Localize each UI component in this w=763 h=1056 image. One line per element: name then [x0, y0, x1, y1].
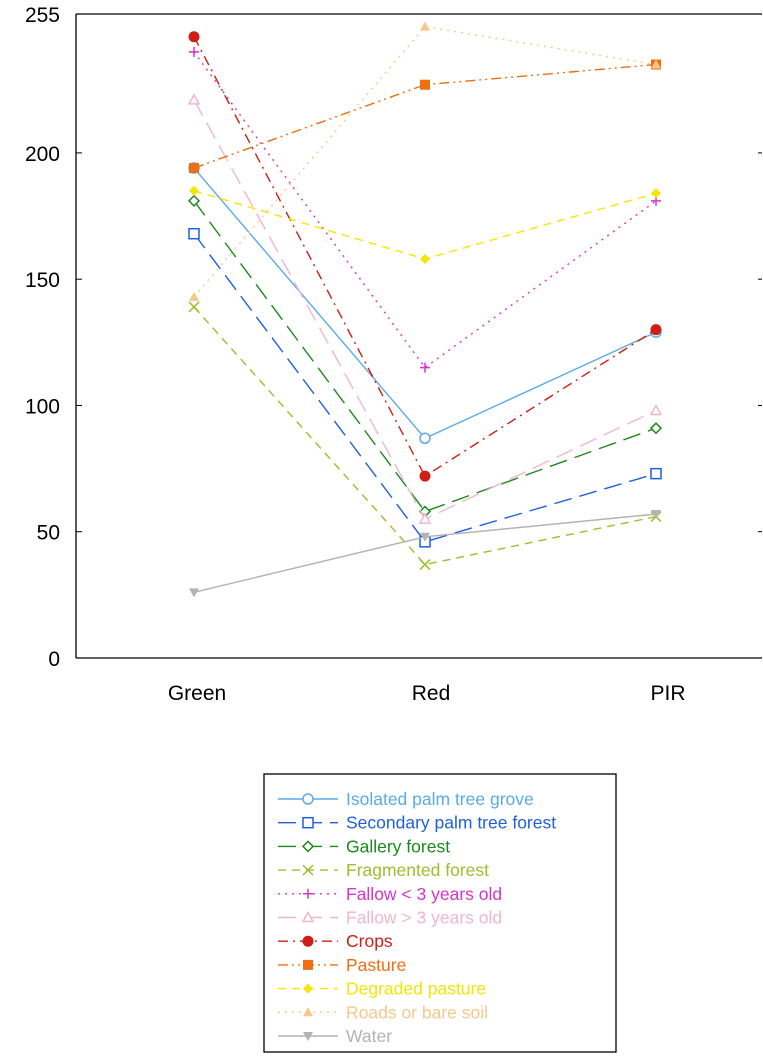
- data-point: [651, 510, 661, 520]
- legend-entry-10: Roads or bare soil: [278, 1002, 488, 1022]
- legend-entry-4: Fragmented forest: [278, 860, 489, 880]
- series-line: [193, 200, 657, 513]
- series-line: [193, 99, 657, 521]
- legend-swatch-marker: [303, 1007, 313, 1017]
- y-tick-label: 100: [25, 395, 60, 418]
- legend-label: Roads or bare soil: [346, 1002, 488, 1022]
- legend-box: [263, 773, 617, 1053]
- data-point: [649, 422, 663, 435]
- series-line: [193, 513, 657, 594]
- legend: Isolated palm tree grove Secondary palm t…: [263, 773, 617, 1053]
- series-line: [193, 167, 657, 440]
- data-point: [420, 362, 430, 373]
- legend-entry-8: Pasture: [278, 955, 406, 975]
- legend-label: Gallery forest: [346, 836, 450, 856]
- data-point: [187, 194, 201, 207]
- data-point: [419, 432, 431, 445]
- series-8: [189, 59, 661, 174]
- series-10: [189, 21, 661, 301]
- series-1: [188, 162, 662, 445]
- y-tick-label: 150: [25, 269, 60, 292]
- legend-swatch-marker: [303, 959, 313, 970]
- data-point: [419, 470, 431, 482]
- data-point: [187, 93, 201, 105]
- data-point: [420, 532, 430, 542]
- legend-label: Crops: [346, 931, 393, 951]
- series-9: [189, 185, 661, 264]
- data-point: [419, 559, 431, 571]
- legend-swatch-marker: [303, 888, 313, 899]
- legend-swatch-marker: [302, 793, 314, 805]
- data-point: [189, 291, 199, 301]
- series-line: [193, 51, 657, 369]
- legend-swatch-marker: [302, 935, 314, 947]
- series-2: [188, 227, 662, 548]
- legend-swatch-marker: [303, 1032, 313, 1041]
- data-point: [189, 588, 199, 598]
- series-5: [189, 46, 661, 373]
- legend-label: Degraded pasture: [346, 979, 486, 999]
- y-tick-label: 200: [25, 143, 60, 166]
- data-point: [651, 188, 661, 199]
- legend-swatch-marker: [302, 816, 314, 829]
- plot-area: 0 50 100 150 200 255 Green Red PIR: [25, 4, 762, 705]
- legend-label: Fragmented forest: [346, 860, 489, 880]
- legend-label: Fallow > 3 years old: [346, 908, 502, 928]
- legend-label: Isolated palm tree grove: [346, 789, 534, 809]
- data-point: [650, 467, 662, 480]
- series-line: [193, 233, 657, 543]
- data-point: [188, 31, 200, 43]
- legend-label: Water: [346, 1026, 392, 1046]
- legend-entry-3: Gallery forest: [278, 836, 450, 856]
- x-tick-label: Green: [168, 682, 226, 705]
- legend-entry-11: Water: [278, 1026, 392, 1046]
- series-11: [189, 510, 661, 598]
- series-7: [188, 31, 662, 482]
- legend-label: Pasture: [346, 955, 406, 975]
- data-point: [189, 46, 199, 57]
- series-line: [193, 63, 657, 169]
- y-tick-label: 50: [37, 522, 60, 545]
- x-tick-label: PIR: [650, 682, 685, 705]
- legend-entry-7: Crops: [278, 931, 393, 951]
- data-point: [420, 79, 430, 90]
- data-point: [188, 227, 200, 240]
- legend-swatch-marker: [301, 840, 315, 853]
- data-point: [649, 403, 663, 416]
- x-tick-label: Red: [412, 682, 451, 705]
- data-point: [189, 163, 199, 174]
- legend-entry-1: Isolated palm tree grove: [278, 789, 534, 809]
- legend-swatch-marker: [301, 910, 315, 923]
- series-3: [187, 194, 663, 518]
- y-tick-label: 255: [25, 4, 60, 27]
- data-point: [418, 512, 432, 524]
- data-point: [189, 185, 199, 196]
- legend-label: Secondary palm tree forest: [346, 813, 556, 833]
- legend-entry-6: Fallow > 3 years old: [278, 908, 502, 928]
- y-tick-label: 0: [48, 648, 60, 671]
- series-line: [193, 306, 657, 566]
- legend-entry-9: Degraded pasture: [278, 979, 486, 999]
- series-6: [187, 93, 663, 524]
- legend-entry-2: Secondary palm tree forest: [278, 813, 556, 833]
- data-point: [188, 301, 200, 313]
- legend-swatch-marker: [303, 983, 313, 994]
- legend-entry-5: Fallow < 3 years old: [278, 884, 502, 904]
- series-line: [193, 25, 657, 298]
- legend-label: Fallow < 3 years old: [346, 884, 502, 904]
- data-point: [651, 59, 661, 69]
- legend-swatch-marker: [302, 864, 314, 876]
- data-point: [420, 253, 430, 264]
- data-point: [650, 324, 662, 336]
- data-point: [420, 21, 430, 31]
